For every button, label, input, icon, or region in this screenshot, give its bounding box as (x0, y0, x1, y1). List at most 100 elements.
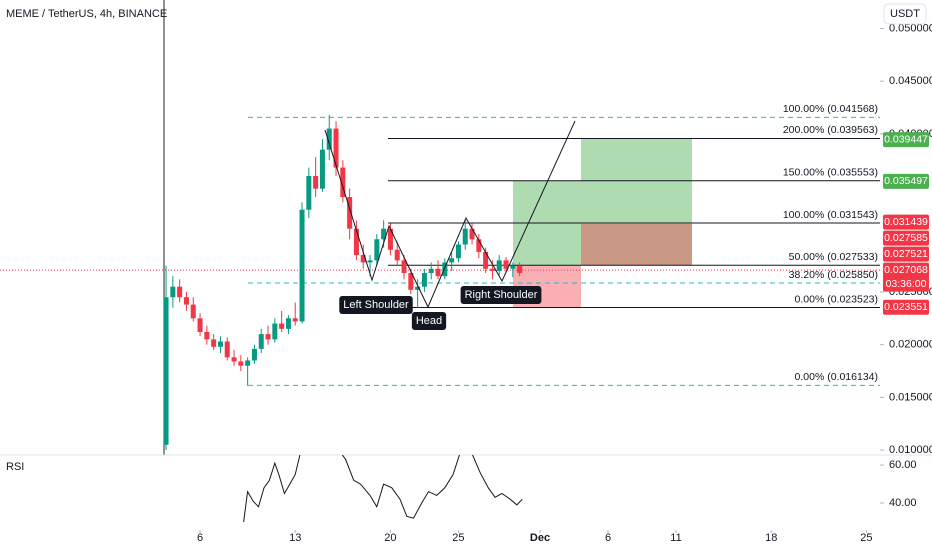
candle-body (163, 297, 169, 445)
profit-zone (581, 139, 692, 265)
x-tick-label: 6 (605, 532, 611, 544)
fib-label: 100.00% (0.041568) (783, 103, 878, 115)
fib-label: 50.00% (0.027533) (789, 251, 878, 263)
candle-body (415, 286, 421, 290)
candle-body (462, 228, 468, 245)
fib-label: 200.00% (0.039563) (783, 124, 878, 136)
candle-body (231, 357, 237, 362)
candle-body (469, 228, 475, 240)
candle-body (251, 348, 257, 361)
price-badge-label: 0.039447 (884, 133, 928, 145)
y-tick-label: 0.015000 (889, 391, 932, 403)
fib-label: 100.00% (0.031543) (783, 209, 878, 221)
annotation-box (411, 312, 447, 330)
annotation: Left Shoulder (343, 299, 409, 311)
fib-label: 0.00% (0.016134) (795, 371, 878, 383)
y-tick-label: 0.010000 (889, 444, 932, 456)
annotation: Right Shoulder (465, 289, 538, 301)
candle-body (489, 268, 495, 271)
candle-body (238, 361, 244, 366)
chart-title: MEME / TetherUS, 4h, BINANCE (6, 8, 167, 20)
candle-body (306, 176, 312, 210)
position-zones (513, 139, 692, 308)
candle-body (483, 251, 489, 269)
candle-body (190, 304, 196, 319)
price-badge-label: 0.027521 (884, 248, 928, 260)
price-badge-label: 0.027068 (884, 264, 928, 276)
countdown: 03:36:00 (886, 278, 927, 290)
y-tick-label: 0.045000 (889, 75, 932, 87)
price-badge (883, 230, 929, 246)
candle-body (279, 323, 285, 329)
candle-body (442, 262, 448, 277)
price-badge-label: 0.027585 (884, 232, 928, 244)
x-tick-label: 13 (289, 532, 301, 544)
candle-body (224, 341, 230, 358)
candle-body (326, 128, 332, 150)
candle-body (353, 228, 359, 256)
candle-body (183, 297, 189, 305)
fib-label: 0.00% (0.023523) (795, 293, 878, 305)
candle-body (449, 258, 455, 263)
price-badge (883, 132, 929, 148)
y-tick-label: 0.020000 (889, 339, 932, 351)
currency-button[interactable] (883, 3, 927, 25)
candle-body (455, 244, 461, 259)
price-badge (883, 246, 929, 262)
fib-label: 150.00% (0.035553) (783, 167, 878, 179)
candle-body (299, 209, 305, 322)
fib-label: 38.20% (0.025850) (789, 269, 878, 281)
x-tick-label: 6 (197, 532, 203, 544)
candle-body (408, 272, 414, 290)
price-badge (883, 262, 929, 292)
loss-zone (581, 224, 692, 265)
candle-body (428, 268, 434, 273)
candle-body (204, 332, 210, 340)
candle-body (421, 272, 427, 287)
candle-body (367, 260, 373, 263)
candle-body (292, 318, 298, 322)
candle-body (394, 249, 400, 261)
candle-body (347, 197, 353, 229)
annotation-box (339, 296, 413, 314)
currency-label[interactable]: USDT (890, 8, 920, 20)
candle-body (374, 239, 380, 261)
price-badge-label: 0.031439 (884, 216, 928, 228)
annotation: Head (416, 315, 442, 327)
candle-body (503, 260, 509, 269)
price-badge (883, 173, 929, 189)
rsi-title: RSI (6, 461, 24, 473)
candle-body (197, 318, 203, 333)
candle-body (313, 176, 319, 189)
x-tick-label: Dec (530, 532, 550, 544)
candle-body (381, 228, 387, 240)
candle-body (387, 228, 393, 250)
candle-body (245, 360, 251, 366)
annotation-box (460, 286, 542, 304)
price-badge-label: 0.023551 (884, 301, 928, 313)
candle-body (510, 265, 516, 269)
candle-body (258, 334, 264, 349)
rsi-tick-label: 60.00 (889, 459, 917, 471)
candle-body (319, 149, 325, 189)
candle-body (272, 323, 278, 340)
candle-body (217, 341, 223, 347)
candle-body (211, 339, 217, 347)
candle-body (340, 167, 346, 198)
candle-body (285, 318, 291, 329)
x-tick-label: 25 (860, 532, 872, 544)
x-tick-label: 20 (384, 532, 396, 544)
pattern-line (324, 120, 576, 309)
candle-body (360, 255, 366, 263)
candle-body (177, 286, 183, 298)
x-tick-label: 11 (670, 532, 681, 544)
rsi-line (243, 455, 523, 523)
price-badge (883, 299, 929, 315)
y-tick-label: 0.050000 (889, 22, 932, 34)
price-badge-label: 0.035497 (884, 175, 928, 187)
candle-body (170, 286, 176, 298)
candle-body (517, 265, 523, 273)
x-tick-label: 25 (452, 532, 464, 544)
candle-body (496, 260, 502, 271)
